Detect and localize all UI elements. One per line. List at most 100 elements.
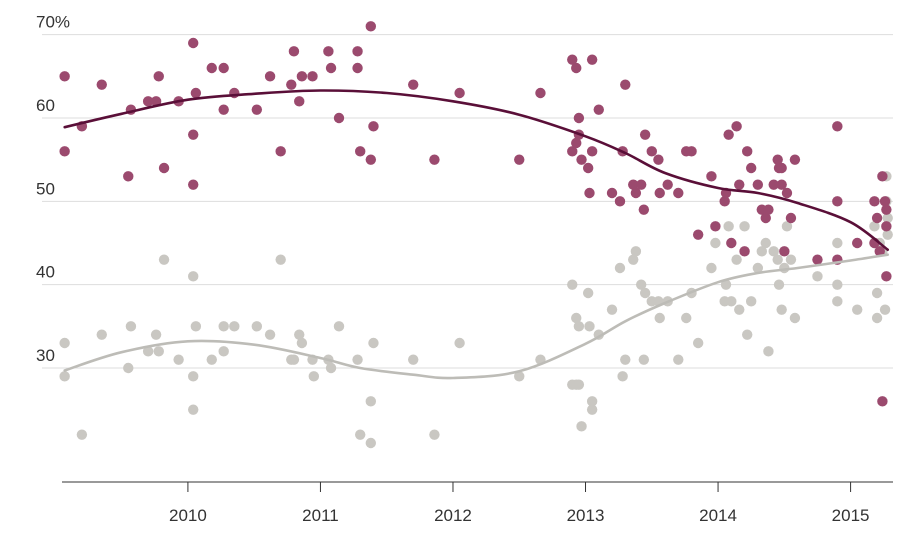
series_a-point (877, 396, 888, 407)
series_b-point (871, 287, 883, 299)
series_a-point (745, 162, 757, 174)
series_a-point (123, 171, 134, 182)
series_a-point (59, 146, 70, 157)
series_a-point (567, 54, 578, 65)
series_a-point (874, 246, 885, 257)
series_a-point (307, 71, 318, 82)
series_b-point (576, 421, 587, 432)
series_b-point (882, 229, 893, 240)
series_b-point (288, 354, 300, 365)
y-tick-label-30: 30 (36, 346, 55, 365)
series_a-point (365, 21, 377, 32)
series_b-point (812, 271, 823, 282)
series_a-point (739, 246, 750, 257)
series_a-point (571, 137, 582, 149)
series_a-point (206, 62, 217, 74)
series_b-point (681, 312, 692, 324)
series_a-point (593, 104, 604, 115)
y-tick-label-40: 40 (36, 263, 55, 282)
series_b-point (785, 254, 797, 265)
series_b-point (408, 354, 419, 365)
series_a-point (726, 237, 737, 249)
series_b-point (692, 337, 704, 349)
x-tick-label-2012: 2012 (434, 506, 472, 525)
series_b-point (723, 221, 734, 232)
series_b-point (639, 287, 651, 299)
series_b-point (573, 379, 585, 390)
series_a-point (153, 71, 164, 82)
series_a-point (776, 162, 787, 174)
series_b-point (620, 354, 631, 365)
series_a-point (218, 62, 229, 74)
series_a-point (142, 96, 154, 107)
series_b-point (654, 312, 665, 324)
series_b-point (296, 337, 308, 349)
series_a-point (567, 146, 578, 157)
x-tick-label-2015: 2015 (832, 506, 870, 525)
series_a-point (190, 87, 202, 99)
series_b-point (308, 371, 320, 382)
series_b-point (756, 246, 767, 257)
series_a-point (264, 71, 276, 82)
series_b-point (264, 329, 276, 340)
series_a-point (752, 179, 764, 190)
series_a-point (881, 221, 892, 232)
trend-lines (63, 89, 889, 380)
series_b-point (294, 329, 305, 340)
series_b-point (454, 337, 465, 349)
series_a-point (352, 46, 363, 57)
series_a-point (768, 179, 779, 190)
series_a-point (96, 79, 107, 90)
series_b-point (153, 346, 164, 357)
series_b-point (158, 254, 170, 265)
series_b-point (188, 404, 199, 415)
series_a-point (635, 179, 647, 190)
series_a-point (686, 146, 697, 157)
y-tick-label-60: 60 (36, 96, 55, 115)
series_a-point (620, 79, 631, 90)
series_b-point (206, 354, 217, 365)
series_a-point (365, 154, 377, 165)
series_b-point (760, 237, 771, 249)
series_b-point (614, 262, 626, 274)
series_a-point (832, 196, 843, 207)
series_a-point (662, 179, 673, 190)
x-axis: 2010 2011 2012 2013 2014 2015 (62, 481, 893, 525)
series_b-point (325, 362, 337, 374)
series_a-point (586, 146, 598, 157)
series_b-point (571, 312, 582, 324)
series_b-point (586, 396, 598, 407)
series_a-point (355, 146, 366, 157)
series_b-point (251, 321, 263, 332)
series_b-point (635, 279, 647, 290)
series_b-point (352, 354, 363, 365)
series_a-point (710, 221, 721, 232)
series_a-point (879, 196, 891, 207)
series_b-point (673, 354, 684, 365)
series_a-point (614, 196, 626, 207)
series_a-point (673, 187, 684, 199)
series_b-point (789, 312, 801, 324)
series_b-point (173, 354, 184, 365)
series_b-point (365, 396, 377, 407)
series_b-point (567, 279, 578, 290)
series_a-point (776, 179, 787, 190)
series_b-point (745, 296, 757, 307)
series_a-point (286, 79, 297, 90)
series_b-point (879, 304, 891, 315)
series_b-point (731, 254, 742, 265)
series_a-point (606, 187, 618, 199)
series_b-point (59, 371, 70, 382)
series_a-point (368, 121, 379, 132)
series_b-point (123, 362, 134, 374)
series_a-point (763, 204, 774, 215)
series_a-point (454, 87, 465, 99)
series_a-point (514, 154, 525, 165)
series_a-point (188, 37, 199, 49)
series_b-point (882, 212, 893, 224)
series_b-point (706, 262, 717, 274)
series_a-point (654, 187, 665, 199)
series_b-point (188, 271, 199, 282)
series_b-point (229, 321, 240, 332)
